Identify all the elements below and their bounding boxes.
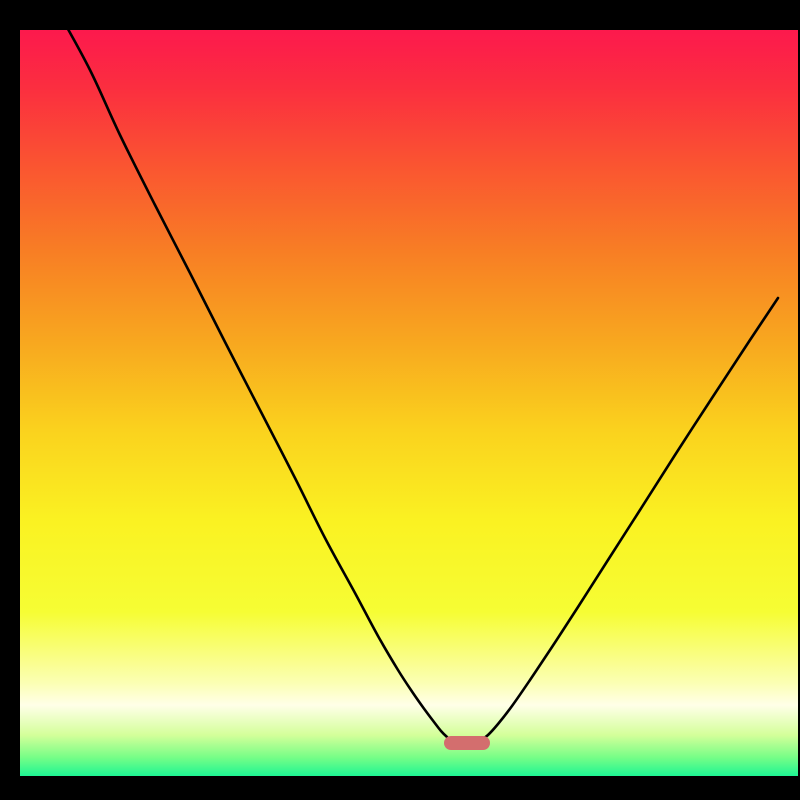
gradient-background	[20, 30, 798, 776]
chart-frame: TheBottleneck.com	[0, 0, 800, 800]
minimum-marker	[444, 736, 490, 750]
frame-border-left	[0, 0, 20, 800]
plot-area	[20, 30, 798, 776]
plot-svg	[20, 30, 798, 776]
frame-border-bottom	[0, 776, 800, 800]
frame-border-top	[0, 0, 800, 30]
